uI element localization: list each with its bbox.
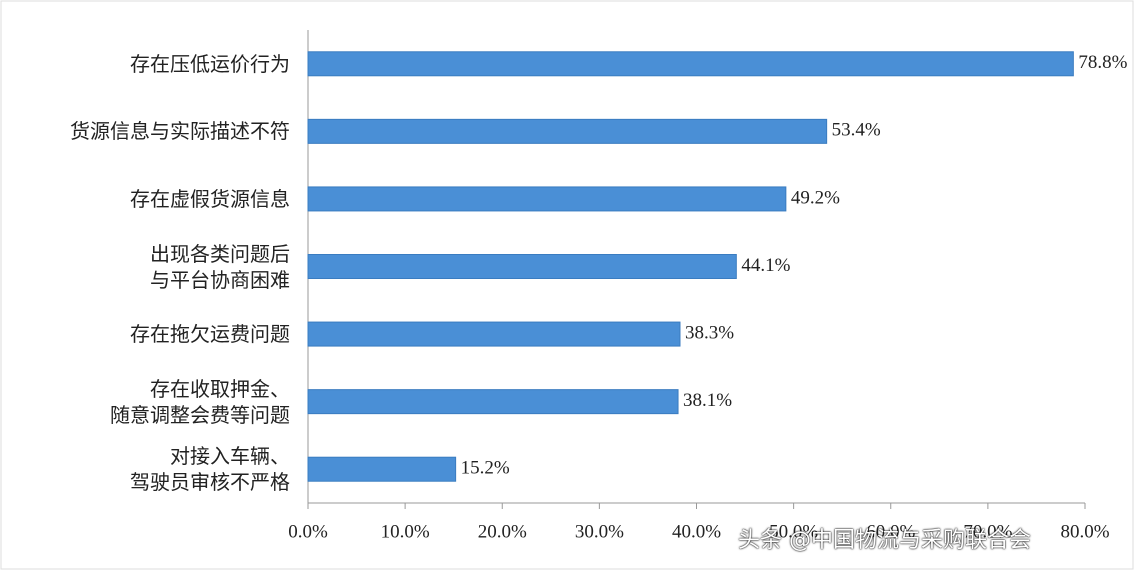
y-tick-label: 存在拖欠运费问题 <box>130 322 290 347</box>
y-tick-label: 出现各类问题后 与平台协商困难 <box>150 241 290 292</box>
y-tick-label: 存在虚假货源信息 <box>130 186 290 211</box>
data-label: 53.4% <box>832 120 881 141</box>
data-label: 38.3% <box>685 322 734 343</box>
y-tick-label: 对接入车辆、 驾驶员审核不严格 <box>130 444 290 495</box>
watermark: 头条 @中国物流与采购联合会 <box>738 528 1031 553</box>
x-tick-label: 70.0% <box>963 521 1012 542</box>
x-tick-label: 40.0% <box>672 521 721 542</box>
bar <box>307 118 828 144</box>
x-tick-label: 0.0% <box>288 521 328 542</box>
bar <box>307 321 681 347</box>
y-tick-label: 存在收取押金、 随意调整会费等问题 <box>110 376 290 427</box>
y-tick-label: 存在压低运价行为 <box>130 51 290 76</box>
y-tick-label: 货源信息与实际描述不符 <box>70 119 290 144</box>
x-tick-label: 50.0% <box>769 521 818 542</box>
bar <box>307 456 457 482</box>
bar <box>307 51 1074 77</box>
x-tick-label: 80.0% <box>1060 521 1109 542</box>
x-tick-label: 30.0% <box>575 521 624 542</box>
data-label: 49.2% <box>791 187 840 208</box>
bar <box>307 186 787 212</box>
bar <box>307 254 737 279</box>
data-label: 38.1% <box>683 390 732 411</box>
data-label: 78.8% <box>1078 52 1127 73</box>
x-tick-label: 60.0% <box>866 521 915 542</box>
x-tick-label: 20.0% <box>478 521 527 542</box>
data-label: 44.1% <box>741 255 790 276</box>
data-label: 15.2% <box>461 458 510 479</box>
x-tick-label: 10.0% <box>381 521 430 542</box>
bar <box>307 389 679 415</box>
